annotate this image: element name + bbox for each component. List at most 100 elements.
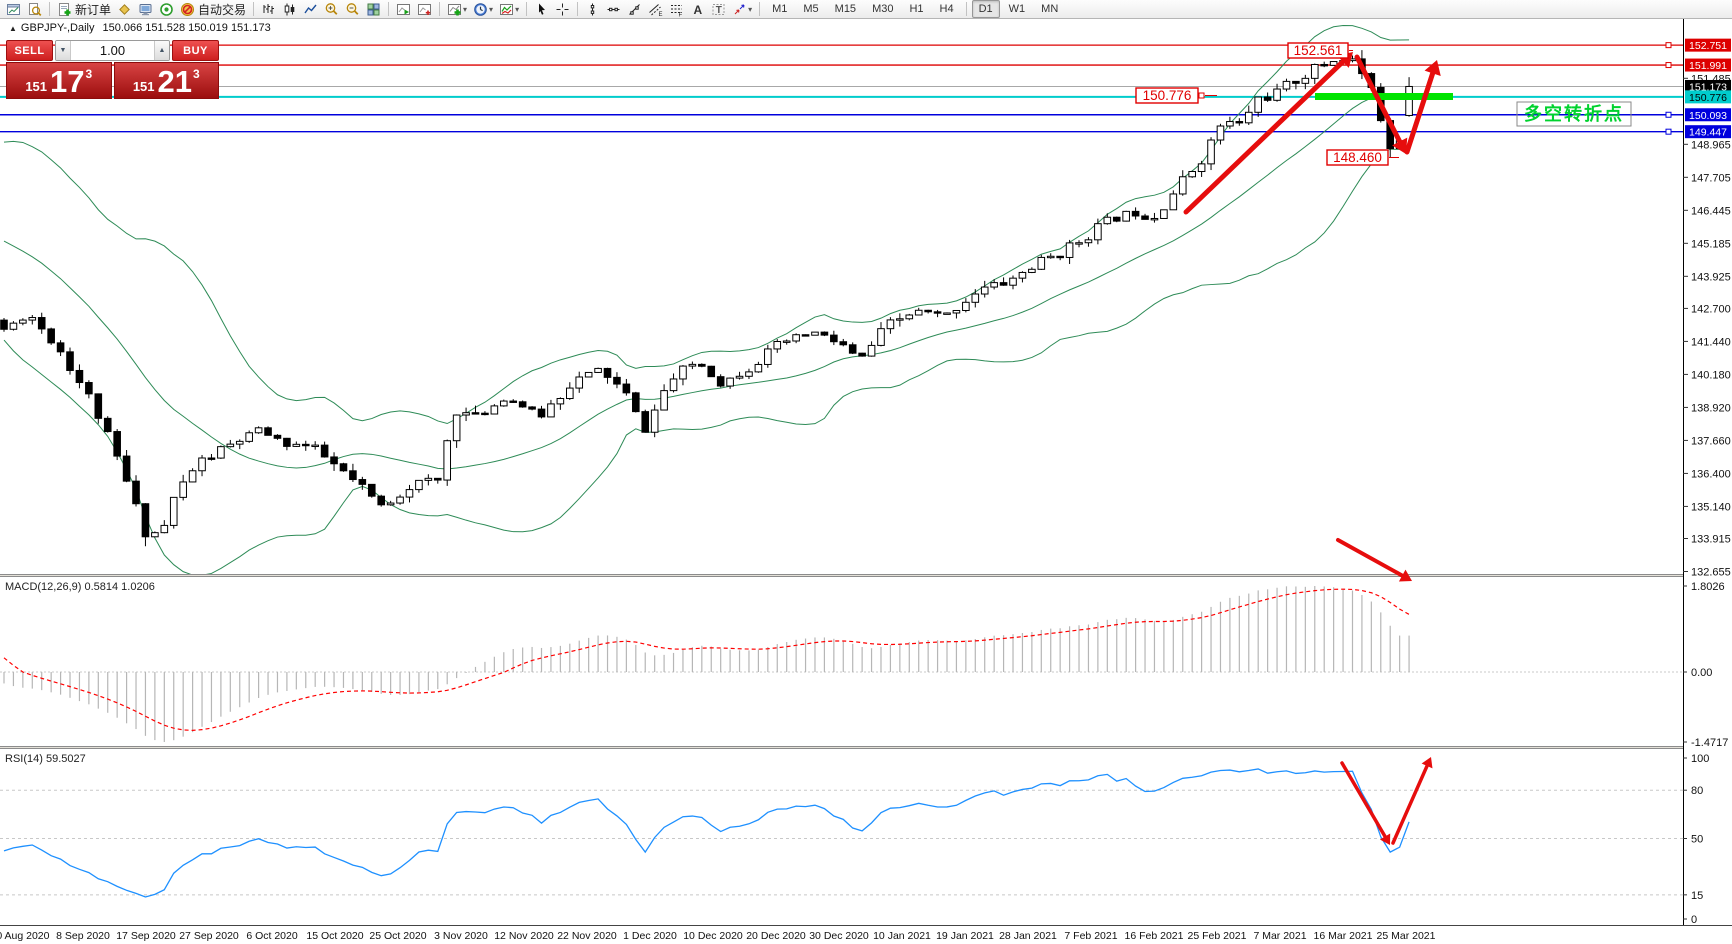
bar-chart-icon[interactable]: [259, 1, 278, 18]
line-handle[interactable]: [1665, 62, 1672, 69]
timeframe-d1[interactable]: D1: [971, 0, 1000, 18]
line-chart-icon[interactable]: [301, 1, 320, 18]
rsi-axis-tick: 0: [1691, 914, 1697, 926]
equidistant-channel-icon[interactable]: E: [646, 1, 665, 18]
timeframe-m5[interactable]: M5: [803, 3, 819, 15]
fibonacci-icon[interactable]: F: [667, 1, 686, 18]
sell-price-display[interactable]: 151 17 3: [6, 62, 112, 99]
price-tick: 133.915: [1691, 534, 1731, 546]
timeframe-w1[interactable]: W1: [1008, 3, 1026, 15]
rebound-arrow[interactable]: [1404, 60, 1441, 155]
price-annotation-label[interactable]: 150.776: [1135, 87, 1217, 104]
rsi-down-arrow[interactable]: [1340, 761, 1391, 845]
line-handle[interactable]: [1665, 42, 1672, 49]
timeframe-h4[interactable]: H4: [939, 3, 954, 15]
indicators-icon[interactable]: ▾: [497, 1, 521, 18]
date-label: 16 Feb 2021: [1125, 930, 1184, 942]
price-marker-box: [1685, 90, 1731, 104]
signals-icon[interactable]: [157, 1, 176, 18]
turning-point-textbox[interactable]: 多空转折点: [1516, 101, 1632, 127]
chevron-down-icon: ▾: [463, 4, 468, 14]
history-center-icon[interactable]: [115, 1, 134, 18]
line-handle[interactable]: [1665, 111, 1672, 118]
text-icon[interactable]: A: [688, 1, 707, 18]
date-label: 7 Mar 2021: [1253, 930, 1306, 942]
buy-price-display[interactable]: 151 21 3: [113, 62, 219, 99]
volume-decrease-button[interactable]: ▼: [56, 41, 71, 60]
toolbar-separator: [577, 2, 579, 16]
candlestick-chart-icon[interactable]: [280, 1, 299, 18]
new-chart-icon[interactable]: ▾: [445, 1, 469, 18]
cursor-icon[interactable]: [532, 1, 551, 18]
macd-axis-tick: 0.00: [1691, 667, 1712, 679]
chevron-down-icon: ▾: [489, 4, 494, 14]
trendline-icon[interactable]: [625, 1, 644, 18]
auto-trading-button[interactable]: 自动交易: [178, 1, 248, 18]
line-handle[interactable]: [1665, 128, 1672, 135]
text-label-icon[interactable]: T: [709, 1, 728, 18]
toolbar: 新订单 自动交易 ▾ ▾ ▾ E F A T ▾ M1 M5 M15 M30 H1 H4 D1 W1 MN: [0, 0, 1732, 19]
bollinger-bands: [3, 24, 1410, 574]
zoom-out-icon[interactable]: [343, 1, 362, 18]
rsi-line: [3, 768, 1410, 898]
sell-button[interactable]: SELL: [6, 40, 53, 61]
price-tick: 135.140: [1691, 501, 1731, 513]
arrange-charts-icon[interactable]: [394, 1, 413, 18]
support-zone-bar[interactable]: [1315, 93, 1453, 100]
symbol-ohlc-readout: ▲ GBPJPY-,Daily 150.066 151.528 150.019 15…: [9, 22, 271, 34]
price-marker-value: 150.776: [1689, 92, 1727, 104]
auto-arrange-icon[interactable]: [415, 1, 434, 18]
price-axis: [1684, 19, 1732, 925]
zoom-in-icon[interactable]: [322, 1, 341, 18]
volume-increase-button[interactable]: ▲: [154, 41, 169, 60]
panel-splitter[interactable]: [0, 574, 1732, 577]
macd-signal-line: [3, 588, 1410, 731]
chart-area[interactable]: MACD(12,26,9) 0.5814 1.0206 RSI(14) 59.50…: [0, 19, 1732, 944]
arrows-icon[interactable]: ▾: [730, 1, 754, 18]
rsi-axis-tick: 50: [1691, 834, 1703, 846]
tile-windows-icon[interactable]: [364, 1, 383, 18]
rsi-axis-tick: 15: [1691, 890, 1703, 902]
print-preview-icon[interactable]: [25, 1, 44, 18]
timeframe-m15[interactable]: M15: [834, 3, 857, 15]
vertical-line-icon[interactable]: [583, 1, 602, 18]
chevron-down-icon: ▾: [515, 4, 520, 14]
svg-text:150.776: 150.776: [1143, 88, 1192, 103]
svg-text:F: F: [679, 12, 683, 17]
date-label: 19 Jan 2021: [936, 930, 994, 942]
horizontal-line-icon[interactable]: [604, 1, 623, 18]
price-tick: 148.965: [1691, 139, 1731, 151]
collapse-arrow-icon[interactable]: ▲: [9, 24, 17, 33]
sell-price-big: 17: [50, 64, 85, 100]
timeframe-m30[interactable]: M30: [872, 3, 894, 15]
volume-input[interactable]: [71, 41, 154, 60]
price-annotation-label[interactable]: 148.460: [1326, 149, 1399, 166]
profiles-icon[interactable]: ▾: [471, 1, 495, 18]
rsi-up-arrow[interactable]: [1391, 757, 1433, 845]
terminal-icon[interactable]: [136, 1, 155, 18]
new-order-button[interactable]: 新订单: [55, 1, 113, 18]
timeframe-m1[interactable]: M1: [772, 3, 788, 15]
toolbar-separator: [439, 2, 441, 16]
chart-window-icon[interactable]: [4, 1, 23, 18]
macd-down-arrow[interactable]: [1336, 538, 1412, 582]
rsi-axis-tick: 80: [1691, 785, 1703, 797]
svg-text:A: A: [694, 3, 703, 17]
toolbar-separator: [388, 2, 390, 16]
price-tick: 140.180: [1691, 369, 1731, 381]
date-label: 30 Dec 2020: [809, 930, 869, 942]
crosshair-icon[interactable]: [553, 1, 572, 18]
chart-canvas[interactable]: MACD(12,26,9) 0.5814 1.0206 RSI(14) 59.50…: [0, 19, 1732, 944]
price-marker-value: 149.447: [1689, 127, 1727, 139]
price-tick: 137.660: [1691, 435, 1731, 447]
svg-text:T: T: [716, 5, 722, 16]
drop-arrow[interactable]: [1354, 54, 1408, 154]
timeframe-mn[interactable]: MN: [1041, 3, 1059, 15]
volume-stepper: ▼ ▲: [55, 40, 170, 61]
timeframe-h1[interactable]: H1: [909, 3, 924, 15]
price-annotation-label[interactable]: 152.561: [1287, 42, 1353, 59]
panel-splitter[interactable]: [0, 746, 1732, 749]
date-label: 16 Mar 2021: [1314, 930, 1373, 942]
buy-button[interactable]: BUY: [172, 40, 219, 61]
toolbar-separator: [526, 2, 528, 16]
